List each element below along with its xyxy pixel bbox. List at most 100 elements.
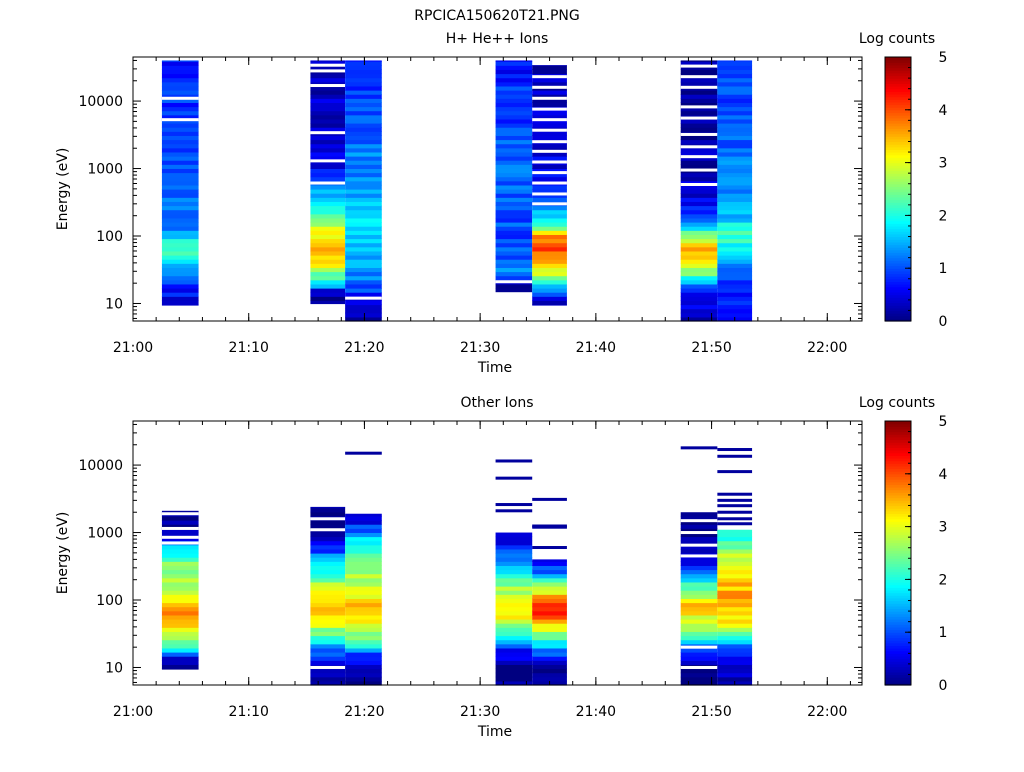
heatmap-cell	[532, 234, 567, 240]
colorbar-swatch	[885, 629, 911, 633]
colorbar-swatch	[885, 616, 911, 620]
colorbar-tick-label: 4	[939, 467, 948, 483]
colorbar-swatch	[885, 239, 911, 243]
heatmap-cell	[345, 643, 382, 649]
panel-1-colorbar: 0 1 2 3 4 5	[884, 50, 948, 330]
colorbar-swatch	[885, 582, 911, 586]
colorbar-swatch	[885, 666, 911, 670]
heatmap-cell	[717, 548, 753, 554]
empty-energy-bin	[161, 96, 199, 100]
empty-energy-bin	[532, 85, 567, 89]
heatmap-cell	[717, 118, 753, 124]
heatmap-cell	[495, 672, 533, 678]
heatmap-cell	[495, 267, 533, 273]
heatmap-cell	[310, 590, 346, 595]
heatmap-cell	[345, 288, 382, 293]
empty-energy-bin	[161, 541, 199, 545]
colorbar-swatch	[885, 59, 911, 63]
energy-column	[161, 510, 199, 670]
heatmap-cell	[680, 61, 718, 66]
heatmap-cell	[495, 561, 533, 566]
colorbar-swatch	[885, 67, 911, 71]
colorbar-swatch	[885, 294, 911, 298]
heatmap-cell	[495, 631, 533, 637]
heatmap-cell	[495, 81, 533, 87]
x-tick-label: 21:40	[576, 704, 616, 720]
colorbar-swatch	[885, 584, 911, 588]
heatmap-cell	[310, 85, 346, 91]
empty-energy-bin	[532, 128, 567, 132]
colorbar-swatch	[885, 315, 911, 319]
heatmap-cell	[161, 275, 199, 281]
heatmap-cell	[717, 676, 753, 682]
colorbar-swatch	[885, 450, 911, 454]
heatmap-cell	[532, 598, 567, 604]
panel-2-axes: 21:00 21:10 21:20 21:30 21:40 21:50 22:00 10 100…	[78, 420, 863, 720]
heatmap-cell	[310, 606, 346, 612]
heatmap-cell	[680, 536, 718, 542]
heatmap-cell	[345, 118, 382, 124]
heatmap-cell	[717, 135, 753, 141]
heatmap-cell	[680, 77, 718, 83]
empty-energy-bin	[532, 118, 567, 122]
heatmap-cell	[345, 586, 382, 591]
colorbar-swatch	[885, 566, 911, 570]
colorbar-swatch	[885, 473, 911, 478]
empty-energy-bin	[680, 145, 718, 149]
heatmap-cell	[310, 619, 346, 624]
heatmap-cell	[310, 627, 346, 632]
heatmap-cell	[495, 532, 533, 538]
heatmap-cell	[161, 102, 199, 108]
heatmap-cell	[717, 73, 753, 79]
colorbar-tick-label: 2	[939, 208, 948, 224]
heatmap-cell	[717, 586, 753, 591]
heatmap-cell	[532, 209, 567, 215]
y-tick-label: 100	[96, 229, 123, 245]
heatmap-cell	[310, 573, 346, 579]
heatmap-cell	[310, 61, 346, 66]
colorbar-swatch	[885, 592, 911, 596]
heatmap-cell	[345, 652, 382, 657]
heatmap-cell	[717, 271, 753, 277]
heatmap-cell	[495, 246, 533, 252]
y-tick-label: 100	[96, 593, 123, 609]
heatmap-cell	[161, 127, 199, 132]
x-tick-label: 21:10	[229, 704, 269, 720]
empty-energy-bin	[345, 296, 382, 300]
y-tick-label: 1000	[87, 162, 123, 178]
panel-2-y-axis-label: Energy (eV)	[55, 512, 71, 595]
colorbar-swatch	[885, 183, 911, 187]
heatmap-cell	[717, 308, 753, 314]
heatmap-cell	[345, 631, 382, 637]
heatmap-cell	[345, 127, 382, 132]
energy-column	[161, 60, 199, 306]
colorbar-swatch	[885, 484, 911, 488]
heatmap-cell	[717, 656, 753, 661]
heatmap-cell	[495, 127, 533, 132]
heatmap-cell	[161, 643, 199, 649]
heatmap-cell	[345, 279, 382, 285]
colorbar-swatch	[885, 571, 911, 575]
energy-column	[310, 506, 346, 686]
heatmap-cell	[161, 544, 199, 550]
heatmap-cell	[532, 296, 567, 301]
heatmap-cell	[532, 610, 567, 616]
heatmap-cell	[680, 106, 718, 112]
heatmap-cell	[495, 606, 533, 612]
energy-column	[495, 60, 533, 293]
empty-energy-bin	[310, 181, 346, 185]
heatmap-cell	[345, 520, 382, 525]
colorbar-swatch	[885, 99, 911, 103]
heatmap-cell	[532, 279, 567, 285]
heatmap-cell	[532, 230, 567, 235]
colorbar-swatch	[885, 547, 911, 551]
heatmap-cell	[495, 209, 533, 215]
colorbar-swatch	[885, 626, 911, 631]
heatmap-cell	[161, 65, 199, 70]
colorbar-swatch	[885, 589, 911, 594]
heatmap-cell	[161, 176, 199, 182]
heatmap-cell	[717, 114, 753, 120]
colorbar-swatch	[885, 270, 911, 275]
empty-energy-bin	[310, 665, 346, 669]
heatmap-cell	[680, 135, 718, 141]
